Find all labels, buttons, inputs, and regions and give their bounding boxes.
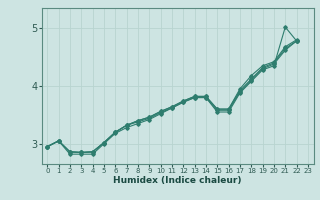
X-axis label: Humidex (Indice chaleur): Humidex (Indice chaleur) [113, 176, 242, 185]
